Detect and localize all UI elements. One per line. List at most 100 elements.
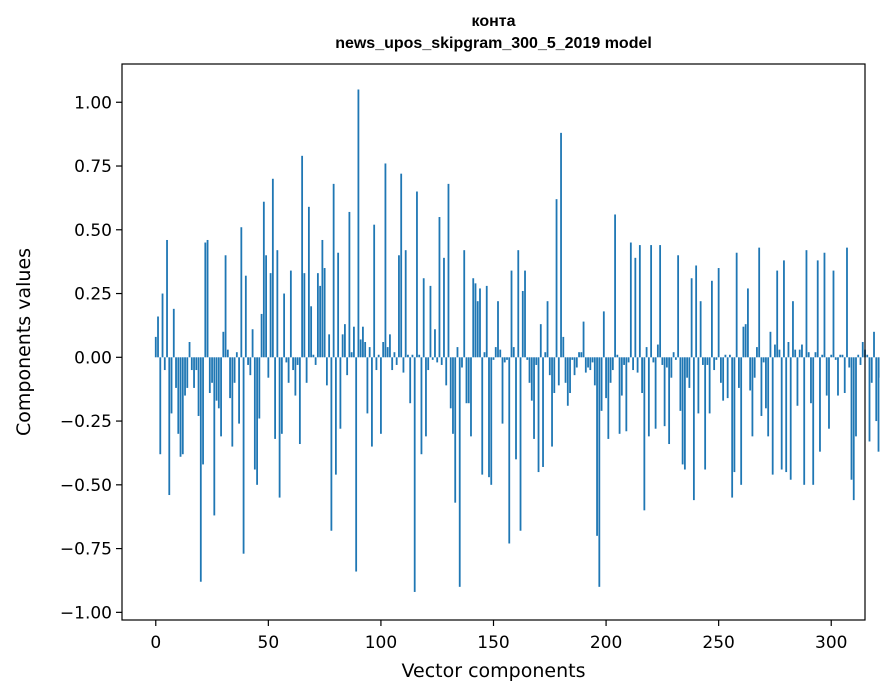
bar-50	[267, 357, 270, 378]
y-tick-label: 0.50	[74, 221, 112, 241]
bar-52	[271, 178, 274, 358]
bar-306	[843, 357, 846, 394]
bar-41	[247, 357, 249, 365]
bar-179	[557, 357, 560, 386]
bar-132	[452, 357, 454, 434]
bar-159	[512, 347, 515, 358]
bar-81	[337, 252, 340, 358]
bar-255	[729, 354, 731, 358]
bar-230	[672, 352, 675, 358]
bar-164	[524, 270, 526, 358]
bar-305	[841, 354, 844, 358]
bar-83	[341, 334, 344, 358]
bar-192	[587, 357, 589, 368]
bar-294	[816, 260, 819, 358]
bar-260	[740, 357, 743, 485]
bar-149	[490, 357, 493, 485]
bar-283	[792, 301, 794, 358]
bar-113	[409, 357, 412, 404]
bar-232	[677, 255, 680, 358]
bar-34	[231, 357, 234, 447]
bar-24	[208, 357, 211, 394]
bar-116	[416, 191, 418, 358]
bar-80	[334, 357, 337, 475]
bar-288	[803, 357, 806, 485]
bar-93	[364, 342, 367, 358]
bar-263	[747, 288, 749, 358]
bar-56	[280, 357, 283, 434]
bar-94	[366, 357, 369, 414]
bar-75	[323, 268, 326, 358]
bar-256	[731, 357, 734, 498]
bar-244	[704, 357, 707, 470]
bar-133	[454, 357, 457, 503]
bar-284	[794, 349, 797, 358]
bar-173	[544, 352, 547, 358]
bar-248	[713, 357, 716, 371]
bar-202	[609, 357, 612, 383]
y-axis-label: Components values	[13, 248, 35, 436]
y-tick-label: −1.00	[60, 603, 112, 623]
bar-82	[339, 357, 342, 429]
bar-303	[837, 357, 839, 396]
bar-33	[229, 357, 231, 399]
bar-67	[305, 357, 308, 383]
bar-166	[528, 357, 531, 383]
bar-182	[564, 357, 567, 383]
bar-231	[674, 357, 677, 360]
bar-262	[744, 324, 747, 358]
bar-168	[533, 357, 535, 439]
chart-title-line1: конта	[471, 13, 516, 30]
bar-198	[600, 357, 603, 411]
bar-118	[420, 357, 423, 455]
bar-210	[627, 357, 630, 363]
bar-51	[269, 273, 272, 358]
bar-205	[616, 354, 619, 358]
bar-84	[344, 324, 346, 358]
x-tick-label: 300	[815, 633, 847, 653]
bar-98	[375, 357, 378, 371]
bar-26	[213, 357, 216, 516]
bar-162	[519, 357, 522, 531]
bar-61	[292, 357, 295, 371]
bar-199	[602, 311, 605, 358]
bar-277	[778, 349, 781, 358]
bar-143	[476, 301, 479, 358]
bar-271	[765, 357, 767, 409]
x-tick-label: 200	[590, 633, 622, 653]
y-tick-label: 0.25	[74, 285, 112, 305]
x-tick-label: 0	[150, 633, 161, 653]
bar-65	[301, 155, 304, 358]
bar-304	[839, 354, 842, 358]
bar-37	[238, 357, 240, 424]
bar-229	[670, 357, 673, 378]
bar-16	[190, 357, 193, 371]
bar-310	[852, 357, 855, 501]
bar-10	[177, 357, 180, 434]
bar-122	[429, 285, 432, 358]
bar-317	[868, 357, 871, 442]
bar-64	[298, 357, 301, 445]
bar-117	[418, 354, 421, 358]
bar-269	[760, 357, 763, 416]
bar-139	[467, 357, 470, 404]
bar-236	[686, 357, 689, 378]
bar-91	[359, 339, 362, 358]
bar-107	[395, 357, 398, 365]
bar-316	[866, 354, 869, 358]
bar-17	[193, 357, 195, 388]
bar-78	[330, 357, 333, 531]
bar-180	[560, 132, 562, 358]
bar-246	[708, 357, 711, 414]
bar-307	[846, 247, 848, 358]
bar-247	[711, 280, 713, 358]
bar-49	[265, 255, 267, 358]
bar-54	[276, 250, 279, 358]
bar-273	[769, 331, 772, 358]
bar-40	[244, 275, 247, 358]
bar-8	[172, 308, 175, 358]
bar-55	[278, 357, 281, 498]
bar-71	[314, 357, 317, 365]
bar-0	[154, 336, 157, 358]
bar-140	[470, 357, 472, 437]
